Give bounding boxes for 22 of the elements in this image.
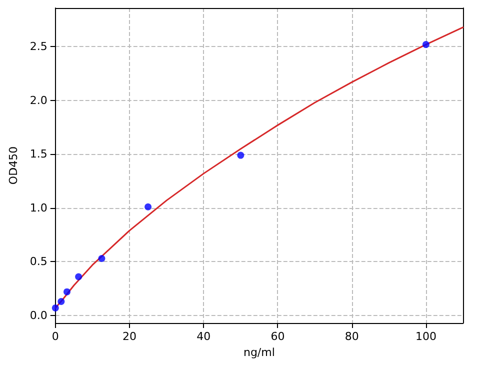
point [75, 273, 82, 280]
y-tick-label: 0.0 [30, 308, 48, 322]
point [52, 304, 59, 312]
y-axis-title: OD450 [7, 146, 20, 185]
x-axis-title: ng/ml [243, 346, 275, 359]
point [98, 254, 106, 262]
point [63, 288, 70, 296]
y-tick-label: 2.5 [30, 40, 48, 54]
x-tick-label: 40 [196, 330, 211, 343]
y-tick-label: 0.5 [30, 255, 48, 268]
x-tick-label: 80 [344, 330, 359, 343]
x-tick-label: 100 [415, 330, 436, 343]
y-tick-label: 2.0 [30, 94, 48, 107]
y-tick-label: 1.5 [30, 148, 48, 161]
point [422, 41, 430, 48]
point [144, 203, 152, 210]
x-tick-label: 60 [270, 330, 285, 343]
point [237, 152, 244, 159]
x-tick-label: 20 [122, 330, 137, 343]
point [58, 298, 65, 305]
y-tick-label: 1.0 [30, 201, 48, 214]
x-tick-label: 0 [52, 330, 59, 343]
